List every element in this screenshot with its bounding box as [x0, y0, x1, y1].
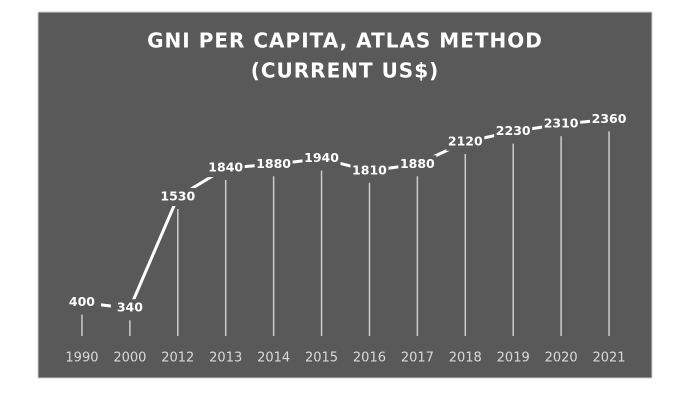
- chart-subtitle: (CURRENT US$): [251, 59, 440, 83]
- x-tick-label: 2019: [497, 351, 530, 366]
- label-background: [302, 149, 341, 168]
- x-tick-label: 2015: [305, 351, 338, 366]
- label-background: [542, 115, 581, 134]
- x-tick-label: 2018: [449, 351, 482, 366]
- x-tick-label: 1990: [65, 351, 98, 366]
- label-background: [110, 299, 149, 318]
- data-label: 1880: [256, 156, 291, 171]
- label-background: [590, 110, 629, 129]
- data-label: 340: [117, 300, 143, 315]
- label-background: [494, 122, 533, 141]
- data-label: 400: [69, 294, 95, 309]
- x-tick-label: 2021: [592, 351, 625, 366]
- x-tick-label: 2014: [257, 351, 290, 366]
- x-tick-label: 2000: [113, 351, 146, 366]
- data-label: 1810: [352, 162, 387, 177]
- data-label: 2230: [496, 123, 531, 138]
- label-background: [398, 155, 437, 174]
- data-label: 2360: [592, 111, 627, 126]
- x-tick-label: 2020: [545, 351, 578, 366]
- data-label: 1530: [160, 189, 195, 204]
- x-tick-label: 2016: [353, 351, 386, 366]
- data-label: 2120: [448, 133, 483, 148]
- x-tick-label: 2013: [209, 351, 242, 366]
- data-label: 1940: [304, 150, 339, 165]
- label-background: [62, 293, 101, 312]
- data-label: 1880: [400, 156, 435, 171]
- chart-title: GNI PER CAPITA, ATLAS METHOD: [147, 29, 543, 53]
- x-tick-label: 2017: [401, 351, 434, 366]
- label-background: [158, 188, 197, 207]
- label-background: [254, 155, 293, 174]
- data-label: 2310: [544, 116, 579, 131]
- data-label: 1840: [208, 160, 243, 175]
- label-background: [206, 159, 245, 178]
- label-background: [350, 161, 389, 180]
- label-background: [446, 132, 485, 151]
- x-tick-label: 2012: [161, 351, 194, 366]
